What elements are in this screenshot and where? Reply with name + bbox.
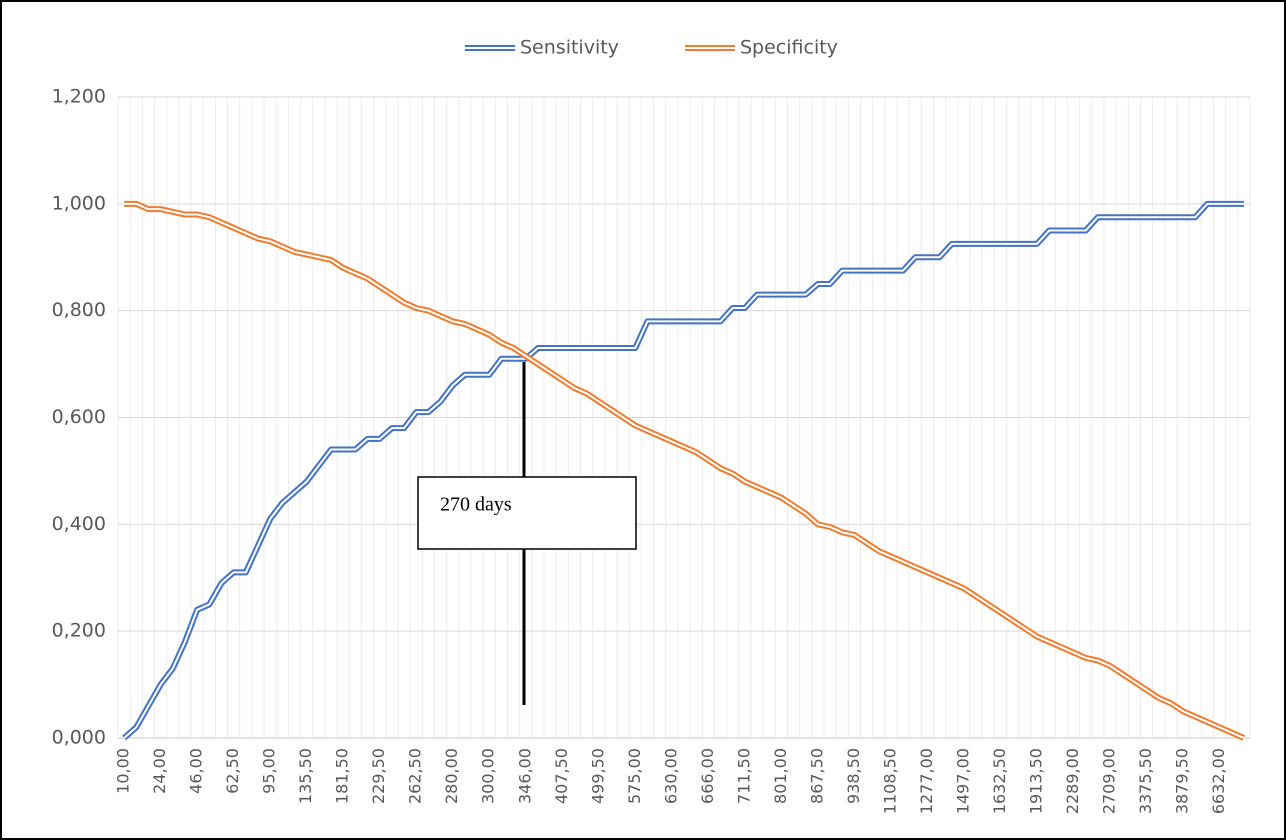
x-tick-label: 499,50 (588, 748, 607, 804)
x-tick-label: 300,00 (479, 748, 498, 804)
x-tick-label: 1497,00 (953, 748, 972, 814)
x-tick-label: 346,00 (515, 748, 534, 804)
x-tick-label: 95,00 (260, 748, 279, 794)
y-tick-label: 1,200 (52, 86, 106, 108)
grid (117, 96, 1251, 739)
x-tick-label: 407,50 (552, 748, 571, 804)
y-tick-label: 0,600 (52, 406, 106, 428)
x-tick-label: 2709,00 (1100, 748, 1119, 814)
x-tick-label: 2289,00 (1063, 748, 1082, 814)
x-tick-label: 1277,00 (917, 748, 936, 814)
x-tick-label: 62,50 (223, 748, 242, 794)
x-tick-label: 867,50 (807, 748, 826, 804)
x-tick-label: 938,50 (844, 748, 863, 804)
plot (122, 200, 1246, 741)
annotation-text: 270 days (440, 494, 512, 516)
x-tick-label: 3879,50 (1173, 748, 1192, 814)
x-tick-label: 46,00 (187, 748, 206, 794)
legend-label: Sensitivity (520, 37, 619, 59)
line-inner (123, 202, 1244, 739)
x-tick-label: 711,50 (734, 748, 753, 804)
x-tick-label: 24,00 (150, 748, 169, 794)
x-tick-label: 10,00 (114, 748, 133, 794)
x-tick-label: 1913,50 (1026, 748, 1045, 814)
y-tick-label: 0,800 (52, 299, 106, 321)
x-tick-label: 181,50 (333, 748, 352, 804)
x-tick-label: 262,50 (406, 748, 425, 804)
x-tick-label: 3375,50 (1136, 748, 1155, 814)
y-tick-label: 1,000 (52, 192, 106, 214)
x-tick-label: 229,50 (369, 748, 388, 804)
y-tick-label: 0,000 (52, 727, 106, 749)
x-tick-label: 630,00 (661, 748, 680, 804)
line-inner (124, 202, 1245, 739)
y-tick-label: 0,200 (52, 620, 106, 642)
x-tick-label: 575,00 (625, 748, 644, 804)
x-tick-label: 135,50 (296, 748, 315, 804)
x-tick-label: 280,00 (442, 748, 461, 804)
annotation-box (417, 476, 637, 550)
legend-label: Specificity (740, 37, 838, 59)
x-tick-label: 1632,50 (990, 748, 1009, 814)
x-tick-label: 1108,50 (880, 748, 899, 814)
x-tick-label: 801,00 (771, 748, 790, 804)
y-tick-label: 0,400 (52, 513, 106, 535)
x-tick-label: 6632,00 (1209, 748, 1228, 814)
x-tick-label: 666,00 (698, 748, 717, 804)
